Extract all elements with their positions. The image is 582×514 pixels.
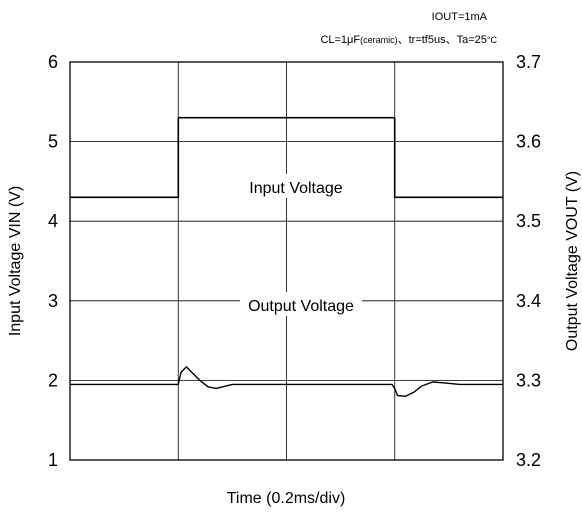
output-voltage-label-bg bbox=[240, 292, 362, 316]
annotation-ceramic: (ceramic) bbox=[360, 35, 398, 45]
right-tick-label: 3.7 bbox=[516, 52, 541, 72]
x-axis-title: Time (0.2ms/div) bbox=[227, 490, 346, 507]
right-tick-label: 3.3 bbox=[516, 370, 541, 390]
output-voltage-label: Output Voltage bbox=[248, 298, 354, 315]
right-axis-title: Output Voltage VOUT (V) bbox=[564, 171, 581, 351]
annotation-deg: °C bbox=[487, 35, 498, 45]
plot-frame bbox=[69, 61, 504, 461]
right-tick-label: 3.5 bbox=[516, 211, 541, 231]
input-voltage-label-bg bbox=[240, 174, 354, 198]
left-tick-label: 4 bbox=[48, 211, 58, 231]
input-voltage-label: Input Voltage bbox=[249, 180, 343, 197]
annotation-cl: CL=1μF bbox=[320, 34, 360, 46]
left-tick-label: 3 bbox=[48, 291, 58, 311]
left-tick-label: 6 bbox=[48, 52, 58, 72]
right-tick-label: 3.4 bbox=[516, 291, 541, 311]
output-voltage-line bbox=[70, 366, 503, 397]
right-tick-label: 3.6 bbox=[516, 132, 541, 152]
left-axis-title: Input Voltage VIN (V) bbox=[7, 186, 24, 336]
series-group bbox=[70, 116, 503, 397]
annotation-tr-ta: 、tr=tf5us、Ta=25 bbox=[398, 34, 487, 46]
left-tick-label: 5 bbox=[48, 132, 58, 152]
left-tick-label: 2 bbox=[48, 370, 58, 390]
input-voltage-line bbox=[70, 116, 503, 199]
left-tick-label: 1 bbox=[48, 450, 58, 470]
left-tick-labels: 1 2 3 4 5 6 bbox=[48, 52, 58, 470]
grid bbox=[70, 62, 503, 460]
right-tick-label: 3.2 bbox=[516, 450, 541, 470]
right-tick-labels: 3.2 3.3 3.4 3.5 3.6 3.7 bbox=[516, 52, 541, 470]
annotation-iout: IOUT=1mA bbox=[432, 11, 488, 23]
annotation-conditions: CL=1μF(ceramic)、tr=tf5us、Ta=25°C bbox=[320, 34, 497, 46]
